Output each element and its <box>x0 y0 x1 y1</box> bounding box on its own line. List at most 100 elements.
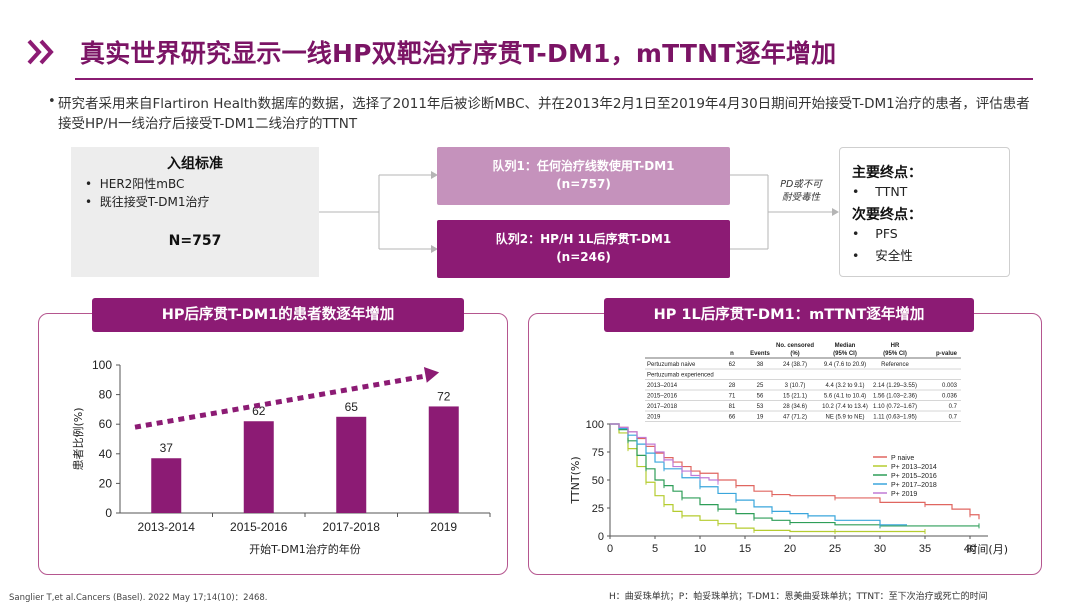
x-tick-label: 2015-2016 <box>230 520 288 534</box>
km-legend-label: P+ 2015–2016 <box>891 473 937 480</box>
secondary-endpoint-item: • 安全性 <box>852 245 913 264</box>
table-cell: Pertuzumab experienced <box>647 373 714 379</box>
table-cell: 47 (71.2) <box>783 415 807 421</box>
table-header: Events <box>750 351 770 357</box>
endpoint-item-text: PFS <box>875 226 898 241</box>
x-tick-label: 2019 <box>430 520 457 534</box>
bar-value-label: 65 <box>345 400 359 414</box>
table-cell: Reference <box>881 362 909 368</box>
endpoint-bullet: • <box>852 248 860 263</box>
intro-bullet: • <box>48 94 56 109</box>
table-cell: 62 <box>729 362 736 368</box>
primary-endpoint-title: 主要终点： <box>852 165 922 181</box>
bar <box>336 416 367 513</box>
criteria-item-text: HER2阳性mBC <box>99 177 185 191</box>
left-panel-title: HP后序贯T-DM1的患者数逐年增加 <box>92 298 464 332</box>
table-header: HR <box>891 343 900 349</box>
table-cell: 5.6 (4.1 to 10.4) <box>824 394 866 400</box>
transition-label-line: 耐受毒性 <box>781 192 820 203</box>
table-cell: 2019 <box>647 415 661 421</box>
criteria-to-cohorts-connector <box>319 171 438 253</box>
y-tick-label: 20 <box>99 476 113 490</box>
y-tick-label: 40 <box>99 447 113 461</box>
table-cell: 28 <box>729 383 736 389</box>
km-x-tick-label: 25 <box>829 543 841 555</box>
table-cell: 53 <box>757 404 764 410</box>
cohort1-n: (n=757) <box>556 177 611 191</box>
endpoint-item-text: 安全性 <box>875 248 913 263</box>
table-cell: Pertuzumab naive <box>647 362 696 368</box>
endpoints-box: 主要终点： • TTNT 次要终点： • PFS • 安全性 <box>839 147 1010 277</box>
table-cell: 0.036 <box>942 394 958 400</box>
km-curve-chart: 0 25 50 75 100 0 5 10 15 20 25 30 35 40 P naive P+ 2013… <box>569 419 1008 556</box>
table-cell: 1.11 (0.63–1.95) <box>873 415 917 421</box>
table-cell: 0.7 <box>949 404 958 410</box>
km-legend-label: P naive <box>891 455 914 462</box>
km-x-axis-label: 时间(月) <box>966 543 1008 556</box>
transition-label-line: PD或不可 <box>780 179 822 190</box>
cohort1-label: 队列1：任何治疗线数使用T-DM1 <box>492 159 675 173</box>
table-cell: 10.2 (7.4 to 13.4) <box>822 404 868 410</box>
x-axis-label: 开始T-DM1治疗的年份 <box>249 542 361 556</box>
km-y-axis-label: TTNT(%) <box>569 456 582 504</box>
table-cell: 15 (21.1) <box>783 394 807 400</box>
x-tick-label: 2017-2018 <box>323 520 381 534</box>
table-header: No. censored <box>776 343 814 349</box>
km-x-tick-label: 0 <box>607 543 613 555</box>
km-x-tick-label: 30 <box>874 543 886 555</box>
table-header: (95% CI) <box>833 351 857 357</box>
table-cell: 9.4 (7.6 to 20.9) <box>824 362 866 368</box>
table-cell: 3 (10.7) <box>785 383 806 389</box>
km-x-tick-label: 5 <box>652 543 658 555</box>
inclusion-criteria-box: 入组标准 • HER2阳性mBC • 既往接受T-DM1治疗 N=757 <box>71 147 319 277</box>
bar-value-label: 72 <box>437 389 451 403</box>
criteria-item: • 既往接受T-DM1治疗 <box>85 195 210 209</box>
cohort2-label: 队列2：HP/H 1L后序贯T-DM1 <box>495 232 672 246</box>
x-tick-label: 2013-2014 <box>138 520 196 534</box>
intro-text: 研究者采用来自Flartiron Health数据库的数据，选择了2011年后被… <box>58 96 1030 132</box>
results-table: No. censored Median HR n Events (%) (95% CI) (9… <box>645 343 961 422</box>
table-cell: 1.10 (0.72–1.67) <box>873 404 917 410</box>
table-header: n <box>730 351 734 357</box>
km-legend-label: P+ 2013–2014 <box>891 464 937 471</box>
km-series-line <box>610 423 979 527</box>
right-panel-title: HP 1L后序贯T-DM1：mTTNT逐年增加 <box>604 298 974 332</box>
table-cell: 71 <box>729 394 736 400</box>
y-tick-label: 80 <box>99 388 113 402</box>
table-header: (95% CI) <box>883 351 907 357</box>
cohort1-box: 队列1：任何治疗线数使用T-DM1 (n=757) <box>437 147 730 205</box>
trend-arrow-head-icon <box>423 367 440 383</box>
table-cell: 4.4 (3.2 to 9.1) <box>825 383 864 389</box>
cohorts-to-endpoints-connector <box>730 174 839 250</box>
title-divider <box>75 78 1033 80</box>
double-chevron-right-icon <box>27 39 54 65</box>
criteria-title: 入组标准 <box>167 156 223 172</box>
criteria-item: • HER2阳性mBC <box>85 177 185 191</box>
bar-value-label: 37 <box>160 441 174 455</box>
km-series-line <box>610 423 925 533</box>
bar-chart: 020406080100372013-2014622015-2016652017… <box>71 358 491 556</box>
cohort2-box: 队列2：HP/H 1L后序贯T-DM1 (n=246) <box>437 220 730 278</box>
table-cell: 1.56 (1.03–2.36) <box>873 394 917 400</box>
criteria-item-text: 既往接受T-DM1治疗 <box>99 195 210 209</box>
secondary-endpoint-title: 次要终点： <box>852 207 922 223</box>
table-cell: 0.003 <box>942 383 958 389</box>
endpoint-bullet: • <box>852 184 860 199</box>
table-cell: 28 (34.6) <box>783 404 807 410</box>
table-cell: 2015–2016 <box>647 394 678 400</box>
km-legend-label: P+ 2019 <box>891 491 917 498</box>
km-y-tick-label: 25 <box>592 503 604 515</box>
table-cell: 56 <box>757 394 764 400</box>
km-y-tick-label: 100 <box>586 419 604 431</box>
criteria-sample-size: N=757 <box>168 233 222 249</box>
y-axis-label: 患者比例(%) <box>71 407 85 470</box>
km-y-tick-label: 50 <box>592 475 604 487</box>
km-x-tick-label: 20 <box>784 543 796 555</box>
right-chart-panel <box>528 313 1042 575</box>
y-tick-label: 0 <box>105 506 112 520</box>
km-x-tick-label: 35 <box>919 543 931 555</box>
table-cell: 25 <box>757 383 764 389</box>
bar <box>428 406 459 513</box>
table-cell: 38 <box>757 362 764 368</box>
table-cell: 24 (38.7) <box>783 362 807 368</box>
